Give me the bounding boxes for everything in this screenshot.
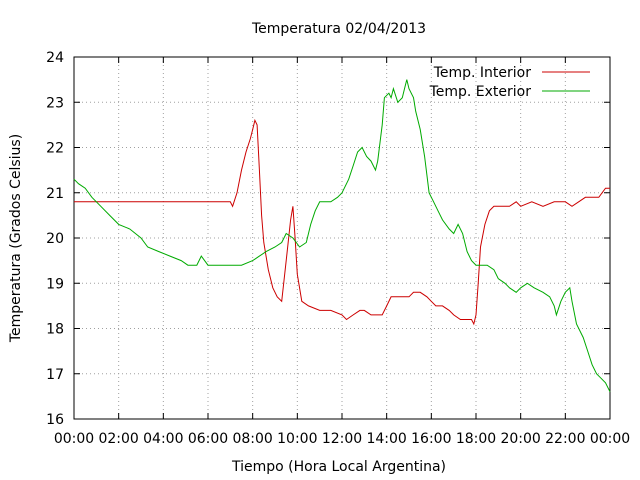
x-tick-labels: 00:00 02:00 04:00 06:00 08:00 10:00 12:00 14:00…: [54, 431, 630, 447]
x-tick-label: 12:00: [322, 431, 362, 447]
x-tick-label: 04:00: [143, 431, 183, 447]
y-tick-label: 23: [46, 95, 64, 111]
y-tick-label: 20: [46, 231, 64, 247]
y-axis-label: Temperatura (Grados Celsius): [8, 134, 24, 343]
series-line-interior: [74, 118, 610, 326]
series-lines: [73, 79, 611, 393]
x-tick-label: 00:00: [54, 431, 94, 447]
chart-title: Temperatura 02/04/2013: [251, 21, 426, 37]
x-tick-label: 08:00: [232, 431, 272, 447]
y-tick-label: 16: [46, 412, 64, 428]
x-axis-label: Tiempo (Hora Local Argentina): [231, 459, 446, 475]
x-tick-label: 14:00: [366, 431, 406, 447]
x-tick-label: 20:00: [500, 431, 540, 447]
x-tick-label: 16:00: [411, 431, 451, 447]
x-tick-label: 02:00: [98, 431, 138, 447]
y-tick-label: 18: [46, 322, 64, 338]
y-tick-label: 22: [46, 141, 64, 157]
y-tick-label: 21: [46, 186, 64, 202]
y-tick-label: 24: [46, 50, 64, 66]
y-tick-label: 19: [46, 276, 64, 292]
legend-label-interior: Temp. Interior: [433, 65, 532, 81]
y-tick-label: 17: [46, 367, 64, 383]
x-tick-label: 00:00: [590, 431, 630, 447]
series-line-exterior: [73, 79, 611, 393]
x-tick-label: 18:00: [456, 431, 496, 447]
x-tick-label: 10:00: [277, 431, 317, 447]
legend: Temp. Interior Temp. Exterior: [429, 65, 590, 100]
y-tick-labels: 16 17 18 19 20 21 22 23 24: [46, 50, 64, 428]
x-tick-label: 22:00: [545, 431, 585, 447]
axis-ticks: [73, 56, 611, 420]
legend-label-exterior: Temp. Exterior: [429, 84, 532, 100]
x-tick-label: 06:00: [188, 431, 228, 447]
